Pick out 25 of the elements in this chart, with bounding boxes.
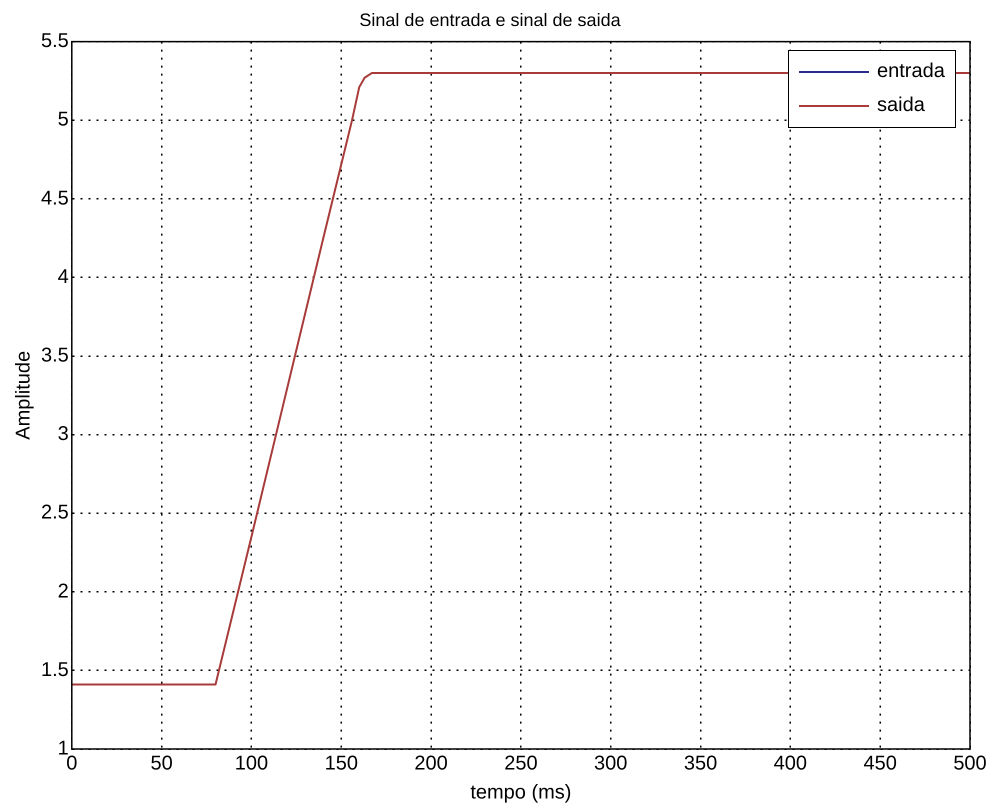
x-tick-label: 0 (66, 752, 78, 775)
x-tick-label: 300 (594, 752, 628, 775)
x-tick-label: 500 (953, 752, 987, 775)
y-tick-label: 1.5 (40, 658, 69, 681)
y-tick-label: 5 (58, 108, 69, 131)
x-tick-label: 450 (863, 752, 897, 775)
y-tick-label: 4.5 (40, 187, 69, 210)
x-tick-label: 50 (150, 752, 173, 775)
x-axis-title: tempo (ms) (470, 782, 572, 804)
y-tick-label: 2 (58, 580, 69, 602)
y-tick-label: 2.5 (40, 502, 69, 524)
x-tick-label: 100 (234, 752, 268, 775)
y-tick-label: 3.5 (40, 344, 69, 367)
x-tick-label: 400 (774, 752, 808, 775)
x-tick-label: 350 (684, 752, 718, 775)
chart-title: Sinal de entrada e sinal de saida (359, 10, 622, 30)
y-tick-label: 4 (58, 266, 69, 288)
legend-label: saida (877, 94, 925, 118)
x-tick-label: 150 (324, 752, 358, 775)
x-tick-label: 200 (414, 752, 448, 775)
y-tick-label: 5.5 (40, 30, 69, 52)
y-axis-title: Amplitude (12, 350, 35, 440)
y-tick-label: 3 (58, 423, 69, 446)
legend-label: entrada (877, 60, 945, 84)
x-tick-label: 250 (504, 752, 538, 775)
